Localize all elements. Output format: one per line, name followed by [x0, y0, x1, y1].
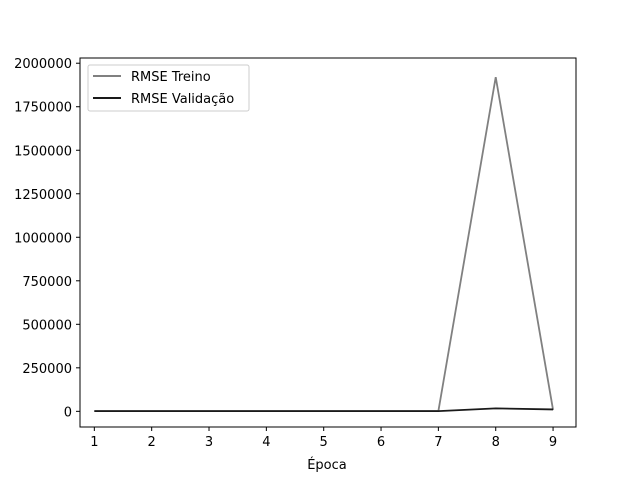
y-tick-label: 2000000 [14, 57, 72, 72]
x-tick-label: 8 [492, 435, 500, 450]
series-line-train [94, 76, 554, 412]
series-line-validation [94, 407, 554, 413]
x-tick-label: 9 [549, 435, 557, 450]
x-tick-label: 4 [262, 435, 270, 450]
legend-box [87, 64, 250, 112]
x-tick-label: 3 [205, 435, 213, 450]
y-tick-label: 1000000 [14, 231, 72, 246]
x-tick-label: 1 [90, 435, 98, 450]
y-tick-label: 0 [64, 405, 72, 420]
series-layer [94, 76, 554, 413]
y-tick-label: 1750000 [14, 101, 72, 116]
y-tick-label: 500000 [22, 318, 72, 333]
y-tick-label: 250000 [22, 362, 72, 377]
x-tick-label: 2 [148, 435, 156, 450]
x-axis-label: Época [307, 457, 347, 473]
y-tick-label: 1250000 [14, 188, 72, 203]
plot-frame [79, 57, 577, 428]
legend-label-validation: RMSE Validação [131, 92, 234, 107]
y-tick-label: 750000 [22, 275, 72, 290]
x-tick-label: 6 [377, 435, 385, 450]
x-axis: 1 2 3 4 5 6 7 8 9 [90, 427, 557, 450]
y-tick-label: 1500000 [14, 144, 72, 159]
legend: RMSE Treino RMSE Validação [87, 64, 250, 112]
x-tick-label: 5 [320, 435, 328, 450]
legend-label-train: RMSE Treino [131, 70, 211, 85]
x-tick-label: 7 [434, 435, 442, 450]
y-axis: 0 250000 500000 750000 1000000 1250000 1500000… [14, 57, 80, 420]
plot-area [79, 57, 577, 428]
